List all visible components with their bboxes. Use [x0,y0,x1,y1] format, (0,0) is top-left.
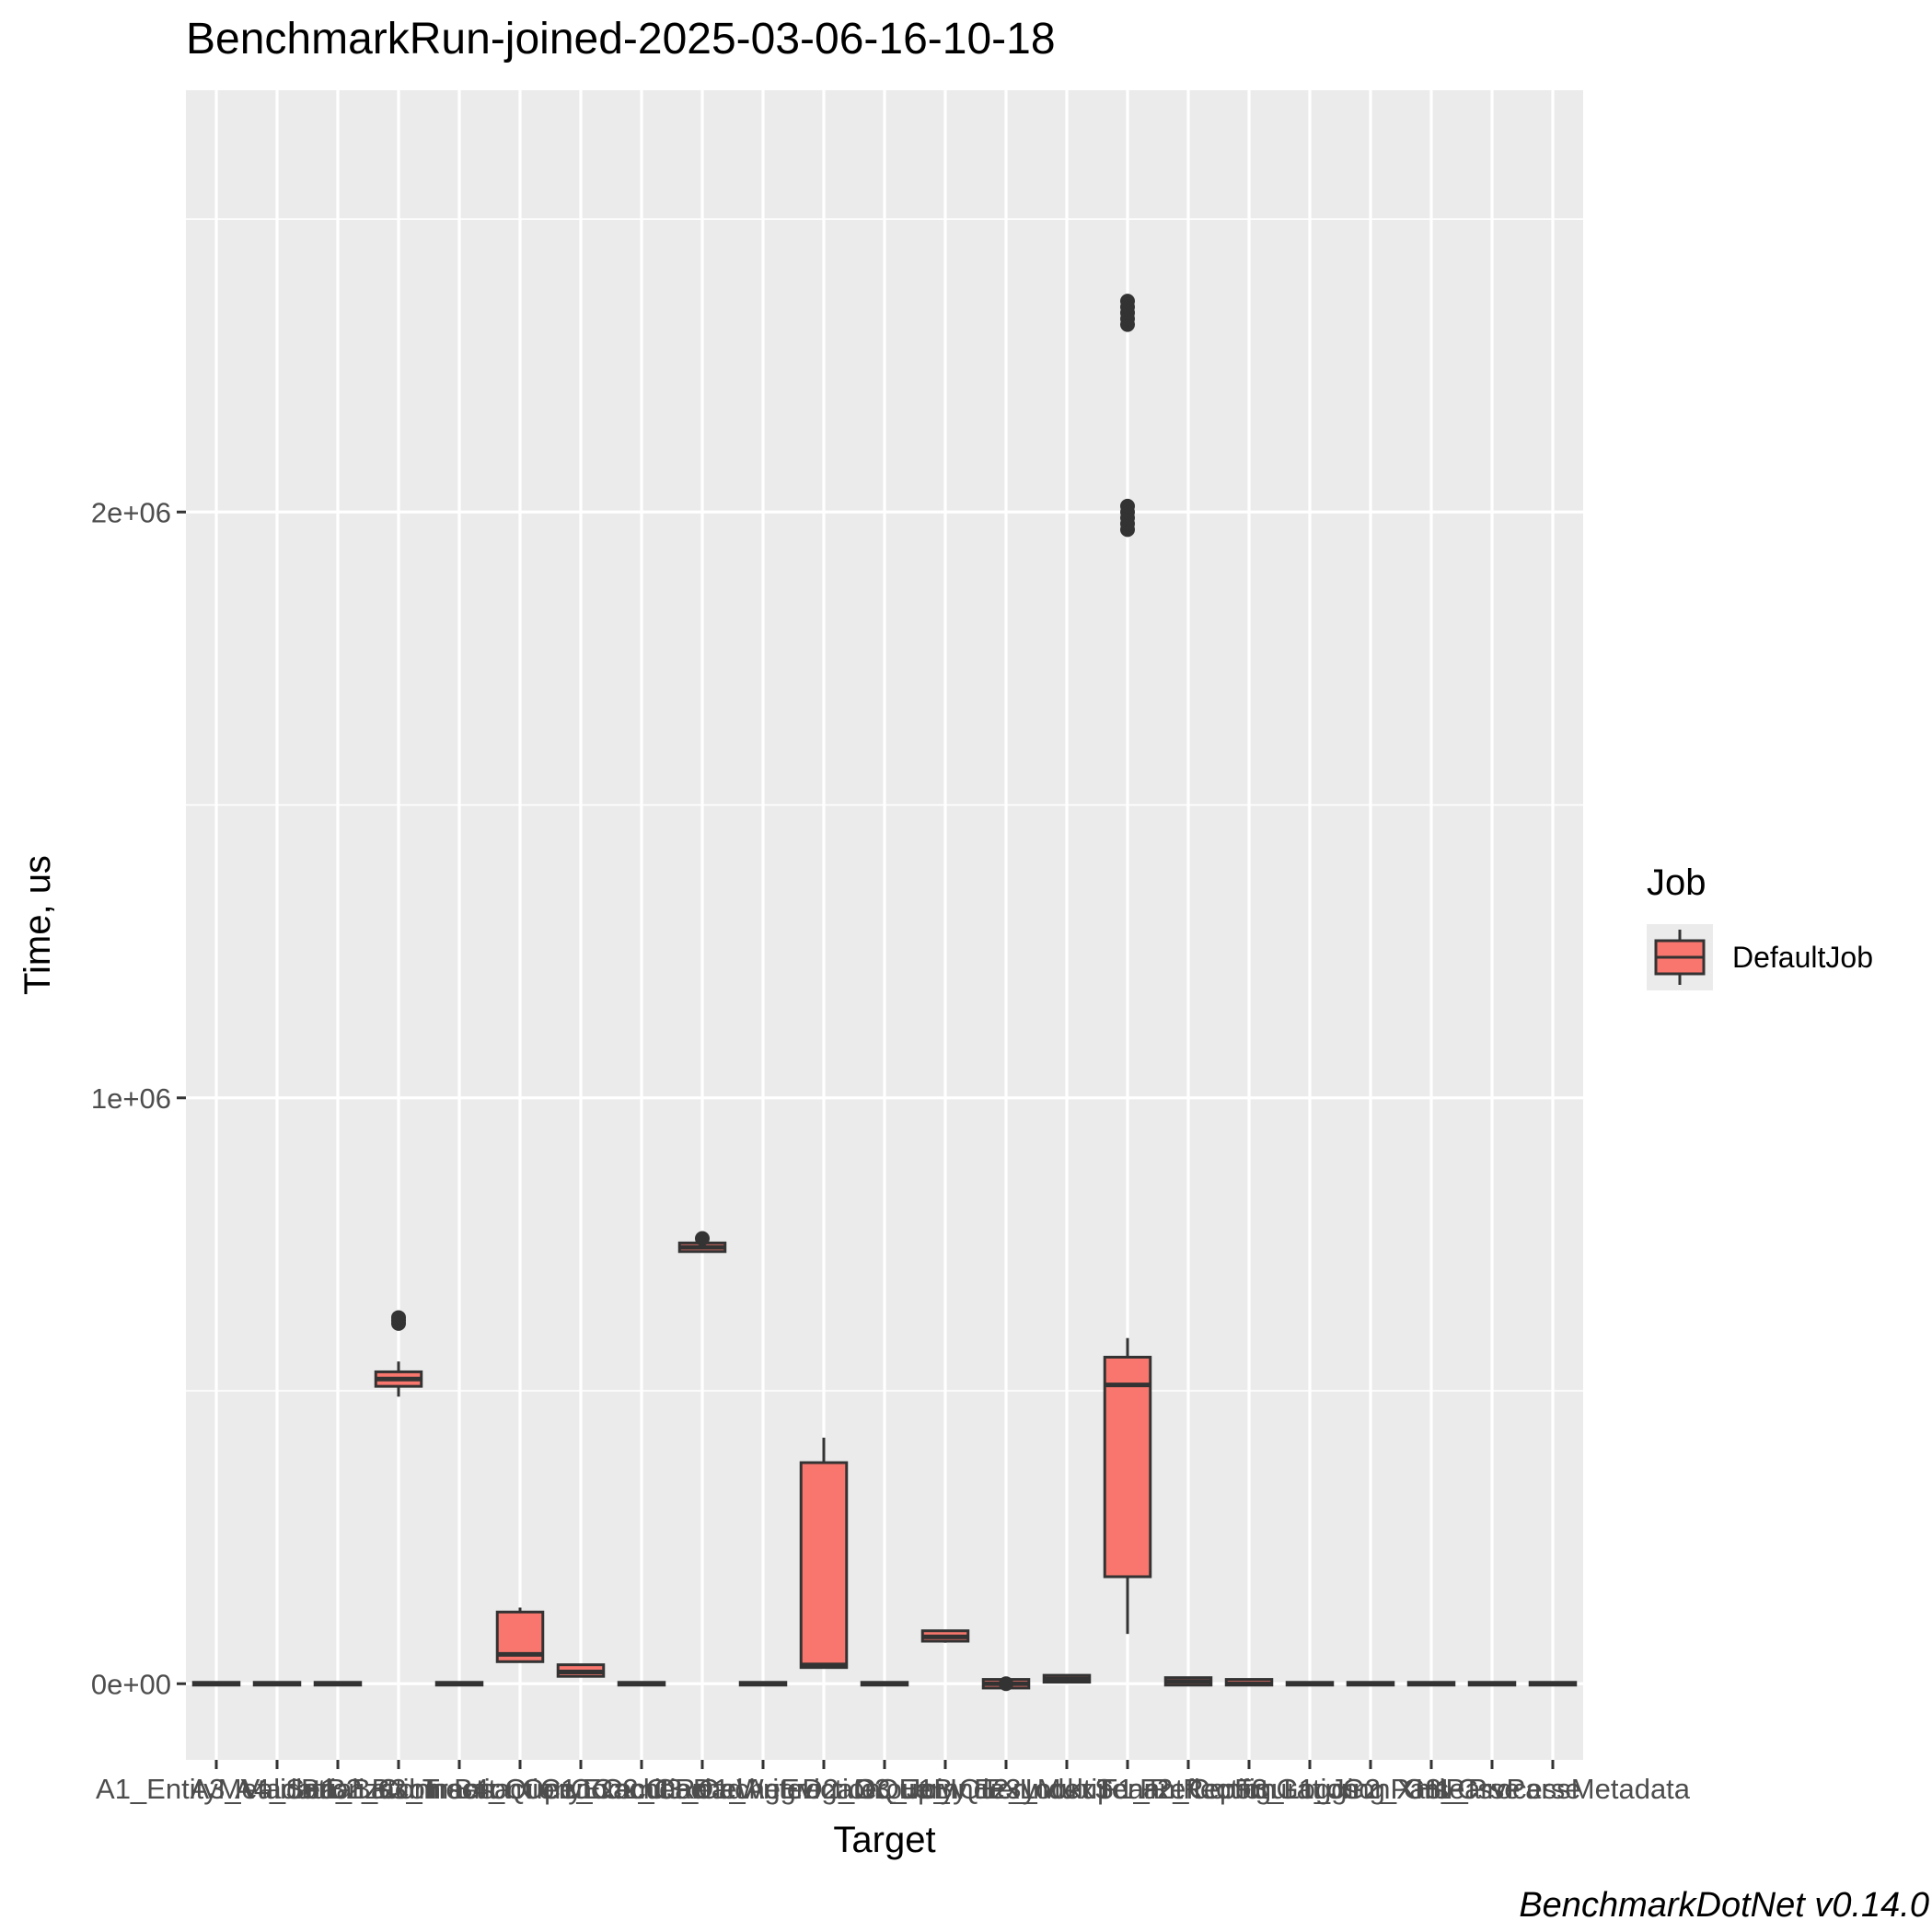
box-h1_processmetadata [1528,1681,1578,1687]
legend-label-defaultjob: DefaultJob [1732,941,1873,974]
box-b2_connectionopen [434,1681,484,1687]
outlier-point [695,1231,710,1246]
y-tick-label: 0e+00 [91,1668,171,1700]
box-c2_cachewrite [677,1231,727,1254]
box-d2_groupby [860,1681,909,1687]
box-g1_jsonparse [1346,1681,1395,1687]
x-tick-label: C3_CacheEviction [645,1773,880,1805]
box-e3_multitenantreport [1103,294,1152,1635]
box-plots [191,294,1578,1692]
x-tick-label: G3_CsvParse [1404,1773,1581,1805]
x-tick-label: A1_EntityMetadata [96,1773,338,1805]
box-c3_cacheeviction [738,1681,788,1687]
x-tick-label: E1_IndexLookup [899,1773,1114,1805]
box-f3_logging [1285,1681,1335,1687]
box-c1_cacheread [617,1681,666,1687]
box-e2_indexscan [1042,1673,1092,1684]
x-tick-label: F1_Reflection [1100,1773,1276,1805]
x-tick-label: E3_MultiTenantReport [987,1773,1269,1805]
box-a1_entitymetadata [191,1681,241,1687]
legend: Job DefaultJob [1647,862,1873,990]
box-f2_configuration [1224,1678,1274,1687]
box-d3_joinquery [920,1629,970,1643]
x-tick-label: B1_BatchInsert [301,1773,496,1805]
box-a4_serialization [313,1681,363,1687]
x-tick-label: A3_Validation [190,1773,364,1805]
x-tick-label: B3_TransactionCommit [372,1773,669,1805]
x-tick-label: F3_Logging [1234,1773,1385,1805]
outlier-point [999,1676,1013,1692]
grid-lines [186,90,1583,1760]
x-tick-label: C1_CacheRead [540,1773,744,1805]
y-axis-title: Time, us [17,855,58,995]
y-tick-label: 2e+06 [91,496,171,528]
x-tick-label: D1_AggregateQuery [693,1773,955,1805]
y-tick-label: 1e+06 [91,1082,171,1115]
outlier-point [1120,498,1135,514]
box-iqr [799,1461,849,1670]
box-e1_indexlookup [981,1676,1031,1692]
chart-caption: BenchmarkDotNet v0.14.0 [1519,1886,1929,1925]
x-tick-label: B2_ConnectionOpen [327,1773,592,1805]
outlier-point [1120,294,1135,309]
box-b1_batchinsert [374,1310,423,1397]
x-tick-label: H1_ProcessMetadata [1416,1773,1691,1805]
x-tick-label: G2_XmlParse [1343,1773,1521,1805]
box-f1_reflection [1163,1676,1213,1687]
x-tick-label: C2_CacheWrite [602,1773,803,1805]
x-tick-label: D2_GroupBy [802,1773,967,1805]
x-tick-label: B4_QueryExecution [454,1773,708,1805]
x-tick-label: E2_IndexScan [974,1773,1160,1805]
x-tick-label: A4_Serialization [235,1773,441,1805]
box-g2_xmlparse [1406,1681,1456,1687]
legend-title: Job [1647,862,1706,903]
box-b4_queryexecution [556,1663,606,1678]
box-g3_csvparse [1467,1681,1517,1687]
chart-title: BenchmarkRun-joined-2025-03-06-16-10-18 [186,15,1056,64]
x-tick-label: G1_JsonParse [1276,1773,1464,1805]
x-tick-label: F2_Configuration [1140,1773,1359,1805]
y-axis: 0e+00 1e+06 2e+06 [91,496,186,1700]
x-axis: A1_EntityMetadataA3_ValidationA4_Seriali… [96,1760,1691,1805]
box-a3_validation [252,1681,302,1687]
x-axis-title: Target [833,1820,935,1860]
x-tick-label: D3_JoinQuery [854,1773,1037,1805]
box-d1_aggregatequery [799,1437,849,1670]
outlier-point [391,1310,406,1325]
box-iqr [1103,1356,1152,1579]
box-b3_transactioncommit [495,1607,545,1663]
